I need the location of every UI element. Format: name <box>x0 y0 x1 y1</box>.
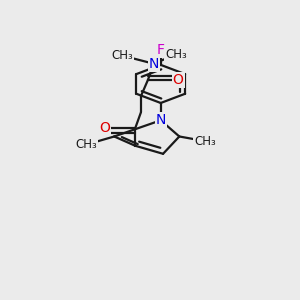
Text: O: O <box>173 73 184 87</box>
Text: N: N <box>148 57 159 71</box>
Text: CH₃: CH₃ <box>165 48 187 61</box>
Text: F: F <box>157 43 165 57</box>
Text: CH₃: CH₃ <box>112 49 133 62</box>
Text: CH₃: CH₃ <box>194 135 216 148</box>
Text: O: O <box>100 122 110 135</box>
Text: CH₃: CH₃ <box>76 138 97 151</box>
Text: N: N <box>155 113 166 127</box>
